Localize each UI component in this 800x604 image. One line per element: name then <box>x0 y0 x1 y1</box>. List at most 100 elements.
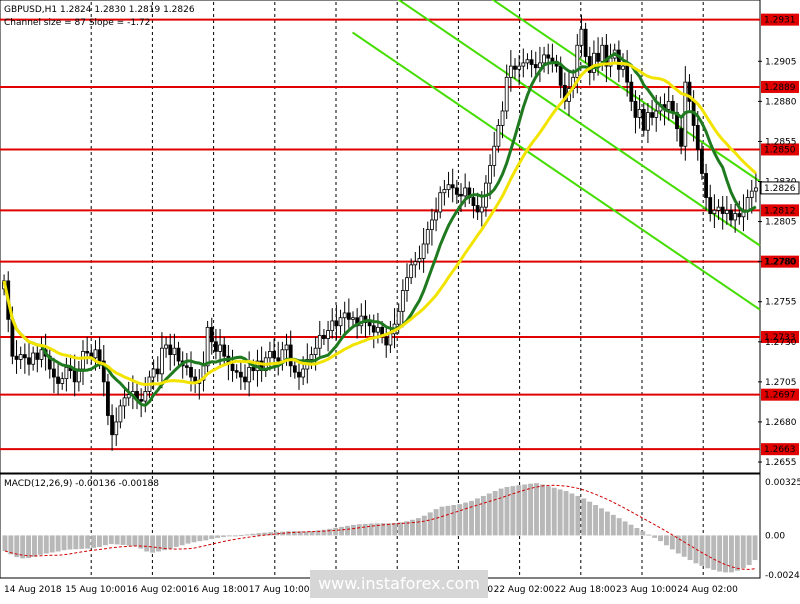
level-label: 1.2663 <box>764 445 796 455</box>
candle-body <box>82 351 85 369</box>
macd-bar <box>564 491 569 535</box>
candle-body <box>476 206 479 212</box>
macd-bar <box>345 526 350 536</box>
candle-body <box>98 350 101 361</box>
candle-body <box>551 58 554 61</box>
candle-body <box>389 334 392 345</box>
candle-body <box>667 101 670 109</box>
candle-body <box>646 113 649 131</box>
macd-bar <box>593 505 598 535</box>
candle-body <box>318 335 321 348</box>
candle-body <box>235 371 238 373</box>
candle-body <box>472 198 475 206</box>
macd-bar <box>333 528 338 536</box>
candle-body <box>447 185 450 190</box>
candle-body <box>231 364 234 370</box>
candle-body <box>750 191 753 197</box>
macd-bar <box>623 521 628 535</box>
macd-bar <box>138 535 143 548</box>
candle-body <box>530 60 533 65</box>
candle-body <box>223 345 226 356</box>
macd-bar <box>286 531 291 535</box>
macd-bar <box>239 535 244 536</box>
candle-body <box>268 351 271 357</box>
candle-body <box>144 391 147 401</box>
candle-body <box>406 278 409 291</box>
candle-body <box>397 311 400 324</box>
candle-body <box>289 345 292 366</box>
macd-bar <box>546 486 551 535</box>
candle-body <box>214 342 217 352</box>
candle-body <box>339 318 342 326</box>
candle-body <box>293 366 296 372</box>
candle-body <box>119 406 122 422</box>
candle-body <box>725 210 728 213</box>
candle-body <box>709 198 712 214</box>
candle-body <box>426 230 429 244</box>
level-label: 1.2697 <box>764 391 796 401</box>
candle-body <box>451 185 454 188</box>
symbol-ohlc-text: GBPUSD,H1 1.2824 1.2830 1.2819 1.2826 <box>4 5 195 15</box>
candle-body <box>169 345 172 355</box>
candle-body <box>526 60 529 63</box>
macd-bar <box>103 535 108 545</box>
macd-bar <box>369 524 374 536</box>
candle-body <box>36 353 39 359</box>
price-tick-label: 1.2805 <box>765 218 797 228</box>
candle-body <box>331 321 334 331</box>
price-tick-label: 1.2755 <box>765 298 797 308</box>
macd-bar <box>664 535 669 545</box>
macd-bar <box>694 535 699 563</box>
macd-bar <box>363 524 368 536</box>
candle-body <box>642 109 645 130</box>
candle-body <box>696 125 699 149</box>
candle-body <box>347 313 350 319</box>
macd-bar <box>109 535 114 544</box>
candle-body <box>655 111 658 117</box>
candle-body <box>559 66 562 85</box>
macd-bar <box>522 484 527 535</box>
macd-bar <box>233 535 238 536</box>
candle-body <box>497 125 500 146</box>
candle-body <box>173 348 176 354</box>
candle-body <box>322 335 325 338</box>
macd-bar <box>558 489 563 535</box>
price-tick-label: 1.2905 <box>765 57 797 67</box>
macd-bar <box>168 535 173 548</box>
candle-body <box>73 371 76 382</box>
time-axis-label: 16 Aug 18:00 <box>188 585 249 595</box>
candle-body <box>734 214 737 220</box>
candle-body <box>106 382 109 416</box>
candle-body <box>61 379 64 384</box>
macd-bar <box>221 535 226 537</box>
macd-bar <box>451 505 456 535</box>
macd-bar <box>505 487 510 535</box>
macd-bar <box>115 535 120 544</box>
time-axis-label: 24 Aug 02:00 <box>677 585 738 595</box>
macd-bar <box>688 535 693 560</box>
macd-bar <box>487 494 492 536</box>
candle-body <box>455 188 458 194</box>
candle-body <box>489 165 492 183</box>
time-axis-label: 16 Aug 02:00 <box>126 585 187 595</box>
macd-bar <box>215 535 220 537</box>
channel-info-text: Channel size = 87 Slope = -1.72 <box>4 18 150 28</box>
macd-bar <box>640 531 645 535</box>
candle-body <box>518 66 521 69</box>
macd-bar <box>575 496 580 535</box>
candle-body <box>15 356 18 359</box>
candle-body <box>190 367 193 377</box>
level-label: 1.2889 <box>764 83 796 93</box>
macd-bar <box>493 491 498 535</box>
macd-bar <box>203 535 208 540</box>
candle-body <box>368 323 371 326</box>
candle-body <box>239 372 242 377</box>
time-axis-label: 22 Aug 02:00 <box>494 585 555 595</box>
macd-bar <box>256 533 261 535</box>
candle-body <box>717 207 720 210</box>
macd-bar <box>32 535 37 556</box>
candle-body <box>501 111 504 125</box>
time-axis-label: 22 Aug 18:00 <box>555 585 616 595</box>
candle-body <box>206 327 209 365</box>
